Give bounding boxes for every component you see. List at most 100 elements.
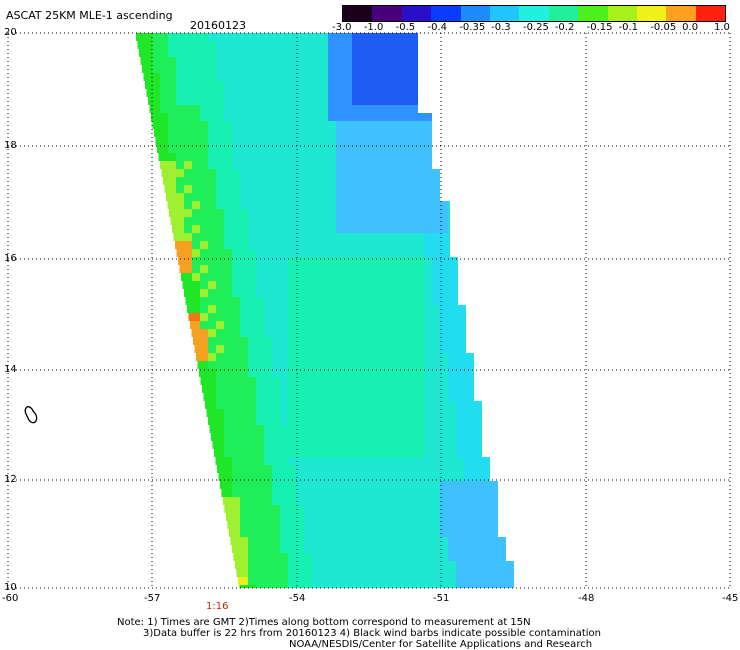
swath-cell: [272, 457, 280, 465]
swath-cell: [272, 561, 280, 569]
swath-cell: [400, 497, 408, 505]
swath-cell: [184, 169, 192, 177]
swath-cell: [400, 465, 408, 473]
swath-cell: [224, 169, 232, 177]
swath-cell: [440, 465, 448, 473]
swath-cell: [328, 465, 336, 473]
latitude-label: 12: [4, 474, 17, 485]
swath-cell: [304, 97, 312, 105]
swath-cell: [424, 417, 432, 425]
swath-cell: [320, 185, 328, 193]
swath-cell: [296, 225, 304, 233]
swath-cell: [416, 217, 424, 225]
swath-cell: [504, 585, 512, 588]
swath-cell: [328, 393, 336, 401]
swath-cell: [344, 193, 352, 201]
swath-cell: [496, 537, 504, 545]
swath-cell: [432, 401, 440, 409]
swath-cell: [400, 361, 408, 369]
swath-cell: [416, 473, 424, 481]
swath-cell: [336, 33, 344, 41]
swath-cell: [344, 97, 352, 105]
swath-cell: [336, 145, 344, 153]
swath-cell: [160, 121, 168, 129]
swath-cell: [280, 97, 288, 105]
swath-cell: [440, 361, 448, 369]
swath-cell: [192, 313, 200, 321]
swath-cell: [240, 297, 248, 305]
swath-cell: [336, 249, 344, 257]
swath-cell: [472, 553, 480, 561]
swath-cell: [472, 425, 480, 433]
swath-cell: [504, 553, 506, 561]
swath-cell: [360, 41, 368, 49]
swath-cell: [312, 537, 320, 545]
swath-cell: [400, 393, 408, 401]
swath-cell: [360, 513, 368, 521]
swath-cell: [288, 33, 296, 41]
swath-cell: [488, 561, 496, 569]
swath-cell: [296, 201, 304, 209]
swath-cell: [440, 521, 448, 529]
swath-cell: [336, 361, 344, 369]
swath-cell: [168, 73, 176, 81]
swath-cell: [312, 113, 320, 121]
swath-cell: [328, 377, 336, 385]
swath-cell: [344, 305, 352, 313]
swath-cell: [154, 129, 160, 137]
swath-cell: [464, 337, 466, 345]
swath-cell: [360, 217, 368, 225]
swath-cell: [248, 561, 256, 569]
swath-cell: [408, 233, 416, 241]
swath-cell: [464, 569, 472, 577]
swath-cell: [184, 185, 192, 193]
swath-cell: [368, 513, 376, 521]
swath-cell: [416, 161, 424, 169]
swath-cell: [304, 561, 312, 569]
swath-cell: [296, 585, 304, 588]
swath-cell: [288, 513, 296, 521]
swath-cell: [296, 345, 304, 353]
swath-cell: [312, 145, 320, 153]
swath-cell: [208, 257, 216, 265]
swath-cell: [344, 33, 352, 41]
swath-cell: [448, 481, 456, 489]
swath-cell: [272, 329, 280, 337]
swath-cell: [384, 81, 392, 89]
swath-cell: [360, 425, 368, 433]
swath-cell: [496, 553, 504, 561]
swath-cell: [232, 209, 240, 217]
swath-cell: [264, 33, 272, 41]
swath-cell: [192, 105, 200, 113]
swath-cell: [272, 297, 280, 305]
swath-cell: [288, 313, 296, 321]
swath-cell: [408, 321, 416, 329]
swath-cell: [424, 425, 432, 433]
swath-cell: [400, 513, 408, 521]
swath-cell: [320, 537, 328, 545]
swath-cell: [352, 89, 360, 97]
swath-cell: [408, 537, 416, 545]
swath-cell: [208, 49, 216, 57]
swath-cell: [264, 89, 272, 97]
swath-cell: [336, 505, 344, 513]
swath-cell: [232, 425, 240, 433]
swath-cell: [328, 153, 336, 161]
swath-cell: [312, 89, 320, 97]
swath-cell: [344, 577, 352, 585]
colorbar-segment: [666, 6, 696, 21]
swath-cell: [152, 41, 160, 49]
swath-cell: [280, 113, 288, 121]
swath-cell: [256, 233, 264, 241]
swath-cell: [240, 393, 248, 401]
swath-cell: [392, 329, 400, 337]
swath-cell: [368, 113, 376, 121]
swath-cell: [400, 161, 408, 169]
swath-cell: [368, 329, 376, 337]
swath-cell: [352, 321, 360, 329]
swath-cell: [288, 561, 296, 569]
swath-cell: [408, 225, 416, 233]
swath-cell: [360, 273, 368, 281]
swath-cell: [400, 33, 408, 41]
swath-cell: [296, 409, 304, 417]
